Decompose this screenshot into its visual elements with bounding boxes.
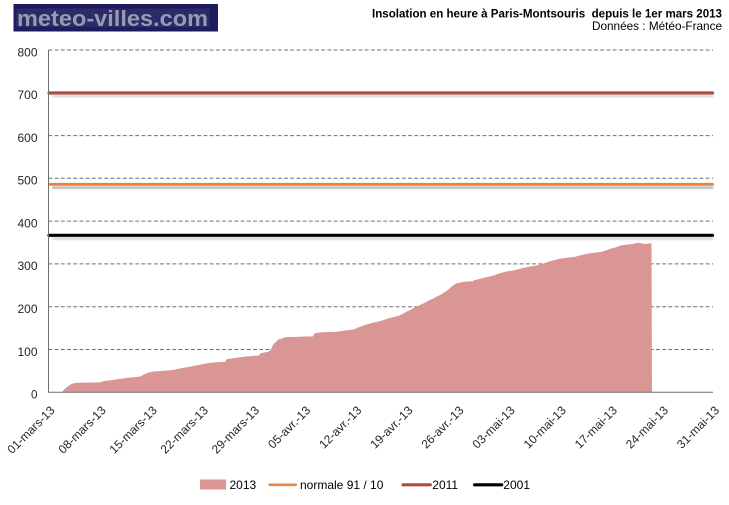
svg-text:200: 200 — [18, 302, 38, 316]
svg-text:meteo-villes.com: meteo-villes.com — [17, 6, 208, 31]
svg-text:normale 91 / 10: normale 91 / 10 — [300, 478, 384, 492]
svg-text:Insolation en heure à Paris-Mo: Insolation en heure à Paris-Montsouris d… — [372, 9, 722, 21]
svg-text:400: 400 — [18, 216, 38, 230]
svg-text:800: 800 — [18, 45, 38, 59]
svg-text:2001: 2001 — [503, 478, 530, 492]
svg-text:2011: 2011 — [432, 478, 458, 492]
svg-text:0: 0 — [31, 388, 38, 402]
svg-text:100: 100 — [18, 345, 38, 359]
svg-text:500: 500 — [18, 174, 38, 188]
svg-text:600: 600 — [18, 131, 38, 145]
svg-text:300: 300 — [18, 259, 38, 273]
svg-text:700: 700 — [18, 88, 38, 102]
svg-text:Données : Météo-France: Données : Météo-France — [592, 19, 722, 33]
svg-text:2013: 2013 — [230, 478, 257, 492]
